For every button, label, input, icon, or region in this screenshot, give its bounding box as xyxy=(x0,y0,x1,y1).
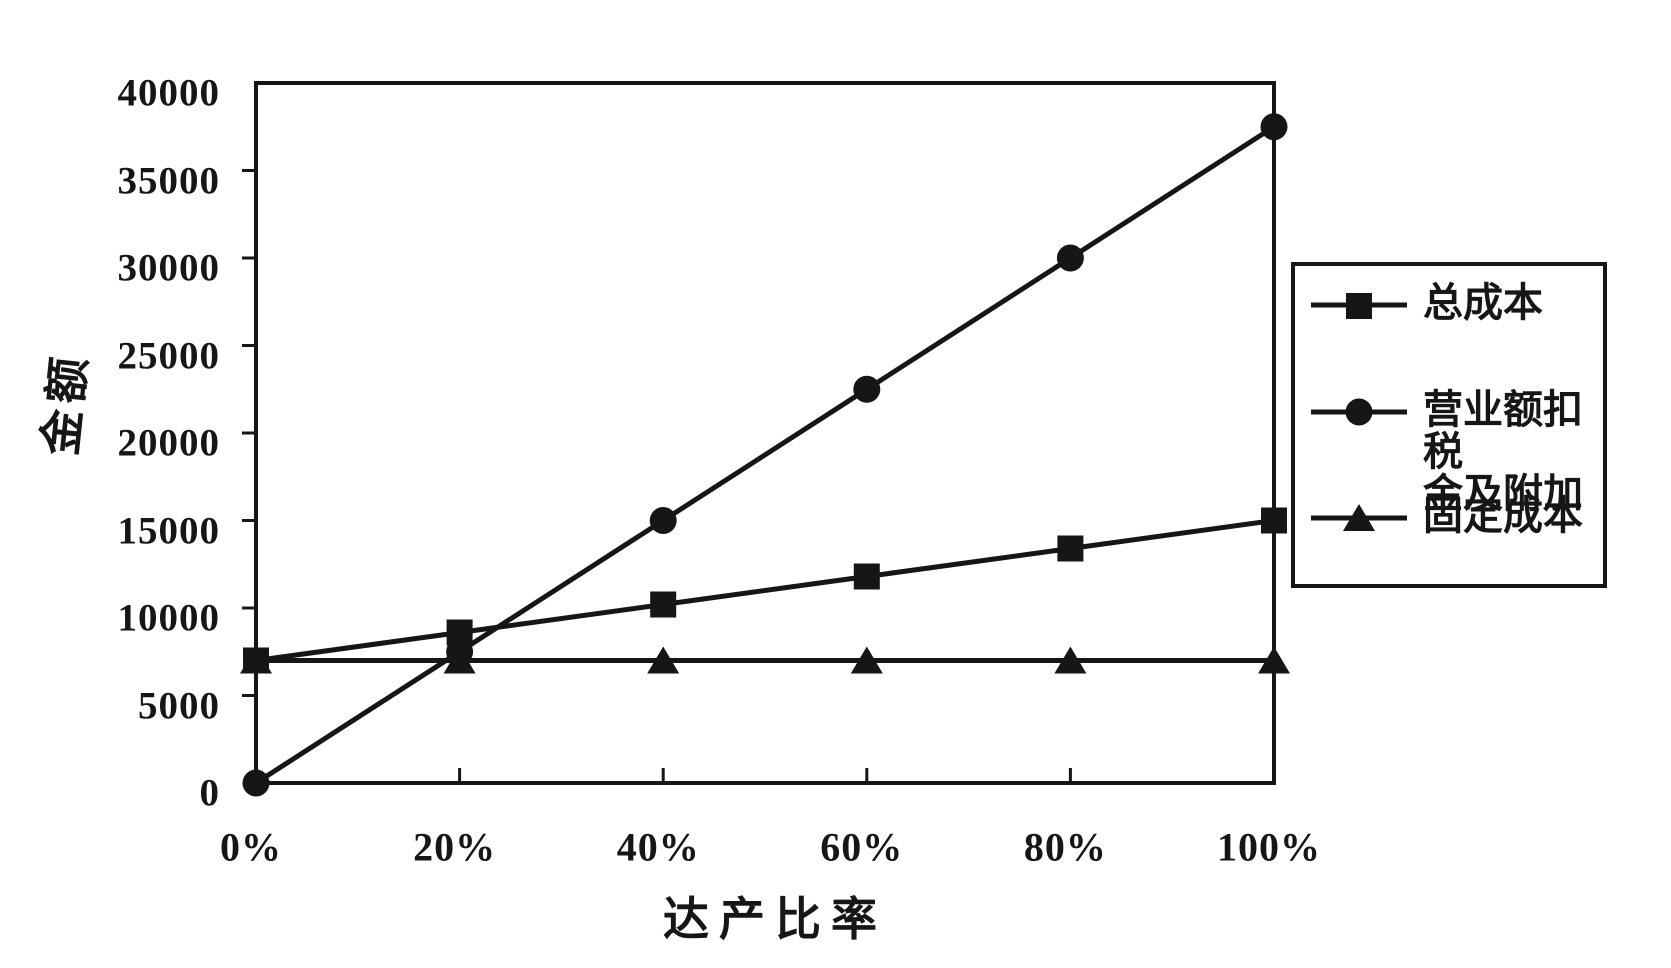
data-marker-circle xyxy=(1260,113,1288,141)
x-tick-label: 0% xyxy=(220,824,282,870)
x-tick-label: 80% xyxy=(1023,824,1107,870)
chart-legend: 总成本营业额扣税 金及附加 固定成本 xyxy=(1291,262,1607,588)
legend-item-1: 总成本 xyxy=(1309,282,1543,325)
x-axis-title: 达产比率 xyxy=(663,894,887,945)
data-marker-circle xyxy=(242,769,270,797)
legend-item-2: 营业额扣税 金及附加 xyxy=(1309,389,1603,515)
data-marker-square xyxy=(1261,507,1287,534)
y-tick-label: 25000 xyxy=(117,334,220,377)
data-marker-triangle xyxy=(240,646,272,674)
legend-label: 固定成本 xyxy=(1423,493,1583,538)
y-tick-label: 40000 xyxy=(117,71,220,115)
legend-marker-triangle xyxy=(1311,504,1407,531)
data-marker-triangle xyxy=(1054,646,1087,674)
plot-border xyxy=(254,81,1276,785)
data-marker-triangle xyxy=(443,646,476,674)
series-line-circle xyxy=(254,124,1276,786)
x-tick-label: 60% xyxy=(820,824,904,870)
x-tick-label: 40% xyxy=(616,824,700,870)
y-tick-label: 35000 xyxy=(117,159,220,202)
data-marker-square xyxy=(1057,535,1084,562)
legend-label: 营业额扣税 金及附加 xyxy=(1423,387,1583,516)
x-tick-label: 20% xyxy=(413,824,497,870)
y-tick-label: 30000 xyxy=(117,246,220,290)
data-marker-square xyxy=(650,591,677,618)
x-tick-label: 100% xyxy=(1217,824,1321,870)
data-marker-triangle xyxy=(1258,646,1290,674)
legend-marker-square xyxy=(1311,293,1407,319)
y-tick-label: 10000 xyxy=(117,596,220,640)
data-marker-triangle xyxy=(850,646,883,674)
data-marker-circle xyxy=(1056,244,1084,272)
data-marker-circle xyxy=(649,507,677,534)
data-marker-circle xyxy=(853,375,881,403)
data-marker-triangle xyxy=(647,646,680,674)
y-tick-label: 0 xyxy=(199,771,220,815)
legend-marker-circle xyxy=(1311,398,1407,426)
data-marker-square xyxy=(853,563,880,590)
legend-item-3: 固定成本 xyxy=(1309,495,1583,538)
series-line-square xyxy=(255,518,1275,663)
y-axis-title: 金额 xyxy=(34,348,97,458)
y-tick-label: 5000 xyxy=(138,684,220,727)
y-tick-label: 20000 xyxy=(117,421,220,465)
legend-label: 总成本 xyxy=(1423,280,1543,325)
y-tick-label: 15000 xyxy=(117,509,220,552)
